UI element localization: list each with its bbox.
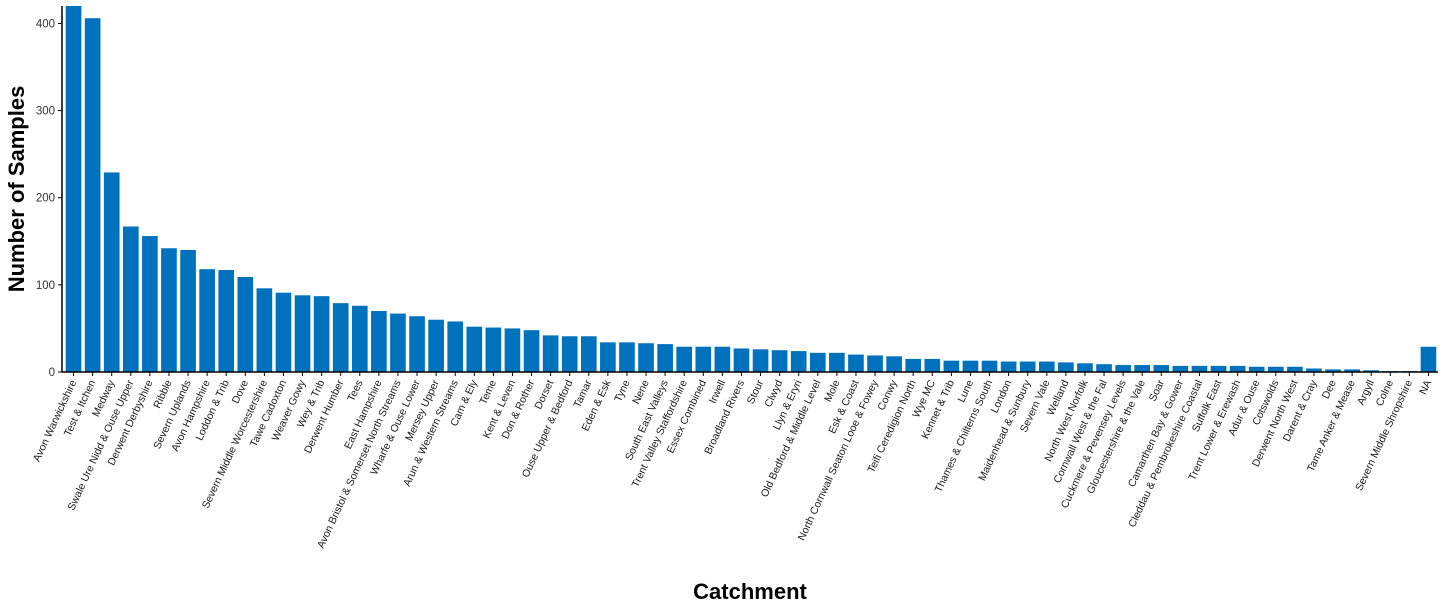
x-tick-label: Tees bbox=[345, 378, 365, 403]
y-tick-label: 400 bbox=[36, 18, 55, 30]
bar bbox=[390, 313, 406, 372]
bar bbox=[829, 352, 845, 372]
bar bbox=[1038, 361, 1055, 372]
bar bbox=[1153, 365, 1170, 372]
bar bbox=[485, 327, 502, 372]
bar bbox=[1229, 365, 1246, 372]
bar bbox=[1344, 369, 1360, 372]
y-tick-label: 300 bbox=[36, 106, 55, 118]
bar bbox=[466, 326, 483, 372]
bar bbox=[1191, 365, 1208, 372]
bar bbox=[65, 6, 82, 372]
bar bbox=[275, 292, 292, 372]
bar bbox=[409, 316, 425, 372]
bar bbox=[1287, 366, 1303, 372]
bar bbox=[752, 349, 769, 372]
bar bbox=[371, 311, 387, 372]
bar bbox=[428, 319, 444, 372]
bar bbox=[714, 346, 731, 372]
bar bbox=[848, 354, 864, 372]
x-axis-title: Catchment bbox=[693, 579, 807, 604]
bar bbox=[1115, 365, 1131, 372]
bar bbox=[199, 269, 215, 372]
bar bbox=[676, 346, 693, 372]
bar bbox=[1096, 364, 1112, 372]
bar bbox=[1325, 369, 1341, 372]
y-tick-label: 100 bbox=[36, 280, 55, 292]
bar bbox=[1248, 366, 1265, 372]
bar bbox=[161, 248, 177, 372]
bar bbox=[447, 321, 464, 372]
bar bbox=[180, 250, 196, 372]
bar bbox=[504, 328, 521, 372]
bar bbox=[905, 358, 922, 372]
bar bbox=[84, 18, 101, 372]
bar bbox=[886, 356, 902, 372]
bar bbox=[1058, 362, 1074, 372]
y-ticks: 0 100 200 300 400 bbox=[36, 18, 62, 379]
bar bbox=[237, 277, 254, 372]
bar bbox=[943, 360, 960, 372]
y-tick-label: 200 bbox=[36, 193, 55, 205]
bar bbox=[771, 350, 788, 372]
y-tick-label: 0 bbox=[49, 367, 55, 379]
bar bbox=[924, 358, 941, 372]
bar bbox=[142, 236, 158, 372]
bar bbox=[351, 305, 368, 372]
bar bbox=[695, 346, 712, 372]
x-tick-label: Dee bbox=[1320, 378, 1339, 401]
bar bbox=[580, 336, 597, 372]
bar bbox=[638, 343, 654, 372]
bar bbox=[733, 348, 750, 372]
x-tick-label: Soar bbox=[1147, 378, 1167, 404]
bar bbox=[1077, 363, 1093, 372]
bar bbox=[523, 330, 540, 372]
bar bbox=[1420, 346, 1437, 372]
bar bbox=[657, 344, 673, 372]
axes-layer bbox=[61, 6, 1438, 373]
bar bbox=[962, 360, 979, 372]
bar bbox=[600, 342, 616, 372]
bar bbox=[1019, 361, 1036, 372]
bar bbox=[332, 303, 349, 372]
bar bbox=[809, 352, 826, 372]
bar bbox=[1000, 361, 1017, 372]
bar bbox=[256, 288, 273, 372]
bar bbox=[981, 360, 998, 372]
bar bbox=[1134, 365, 1151, 372]
bar bbox=[867, 355, 883, 372]
bar bbox=[561, 336, 578, 372]
bar bbox=[1267, 366, 1284, 372]
bar bbox=[218, 270, 235, 372]
bar bbox=[1172, 365, 1189, 372]
bars-layer bbox=[65, 6, 1437, 372]
y-axis-title: Number of Samples bbox=[4, 86, 29, 293]
bar bbox=[122, 226, 139, 372]
x-tick-label: NA bbox=[1417, 378, 1434, 396]
bar bbox=[1210, 365, 1227, 372]
bar bbox=[313, 296, 330, 372]
bar bbox=[103, 172, 120, 372]
bar bbox=[619, 342, 635, 372]
bar bbox=[294, 295, 311, 372]
bar bbox=[542, 335, 559, 372]
bar bbox=[790, 351, 807, 372]
bar bbox=[1306, 368, 1322, 372]
bar bbox=[1363, 370, 1380, 372]
